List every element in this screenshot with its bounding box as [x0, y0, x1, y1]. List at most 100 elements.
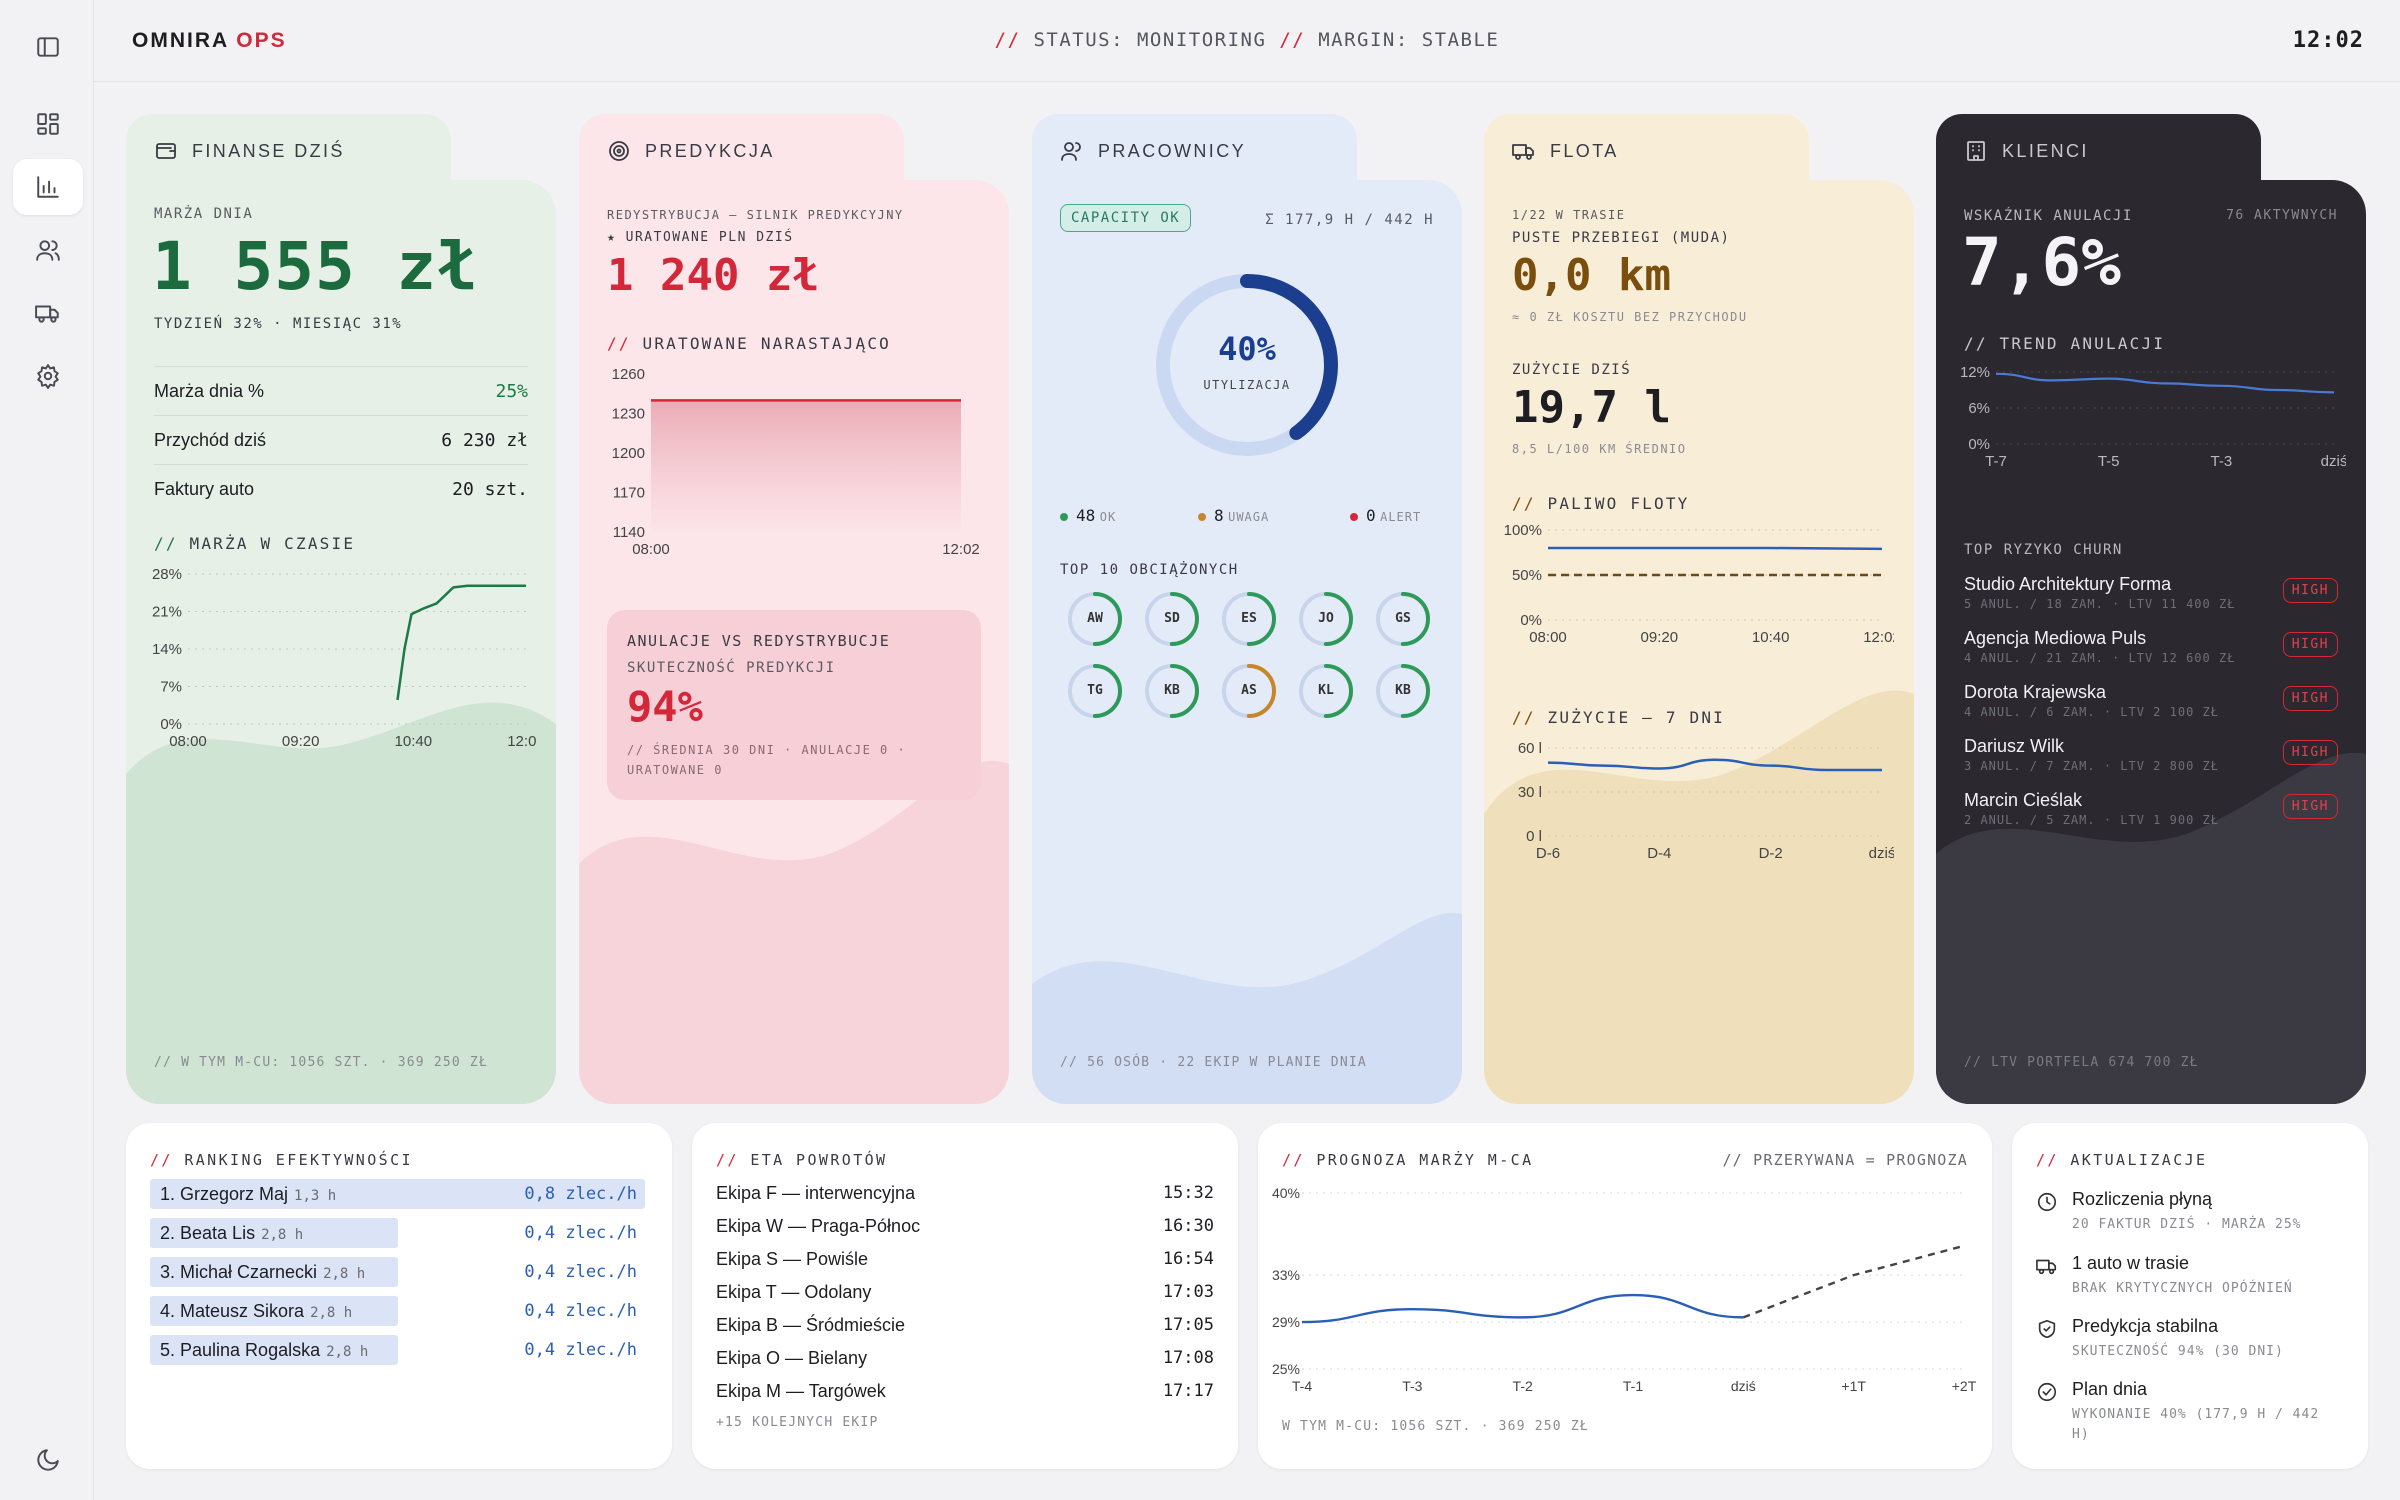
eta-row[interactable]: Ekipa S — Powiśle 16:54 — [716, 1249, 1214, 1279]
ranking-row[interactable]: 1. Grzegorz Maj 1,3 h 0,8 zlec./h — [150, 1179, 645, 1209]
worker-load-ring[interactable]: KB — [1374, 662, 1432, 720]
y-tick-label: 1200 — [612, 445, 645, 462]
shield-icon — [2038, 1319, 2056, 1339]
worker-load-ring[interactable]: GS — [1374, 590, 1432, 648]
usage-label: ZUŻYCIE DZIŚ — [1512, 362, 1632, 378]
tab-finanse[interactable]: FINANSE DZIŚ — [154, 139, 345, 163]
worker-load-arc — [1068, 592, 1122, 646]
card-predykcja: PREDYKCJA REDYSTRYBUCJA — SILNIK PREDYKC… — [579, 114, 1009, 1104]
risk-badge: HIGH — [2282, 686, 2338, 711]
eta-row[interactable]: Ekipa B — Śródmieście 17:05 — [716, 1315, 1214, 1345]
ranking-bar — [150, 1335, 398, 1365]
worker-initials: AS — [1241, 683, 1257, 698]
worker-load-ring[interactable]: KB — [1143, 662, 1201, 720]
box-label: SKUTECZNOŚĆ PREDYKCJI — [627, 660, 836, 676]
y-tick-label: 1140 — [613, 524, 645, 541]
y-tick-label: 0 l — [1526, 828, 1542, 845]
worker-initials: KB — [1164, 683, 1180, 698]
users-icon[interactable] — [13, 222, 83, 278]
worker-load-ring[interactable]: KL — [1297, 662, 1355, 720]
worker-load-ring[interactable]: AS — [1220, 662, 1278, 720]
x-tick-label: 08:00 — [169, 733, 207, 750]
churn-item[interactable]: Marcin Cieślak 2 ANUL. / 5 ZAM. · LTV 1 9… — [1964, 790, 2338, 844]
margin-chart: 28% 21% 14% 7% 0%08:00 09:20 10:40 12:02 — [152, 566, 536, 750]
ranking-hours: 2,8 h — [310, 1305, 353, 1321]
truck-icon[interactable] — [13, 285, 83, 341]
eta-row[interactable]: Ekipa F — interwencyjna 15:32 — [716, 1183, 1214, 1213]
check-circle-icon — [2037, 1382, 2057, 1402]
churn-item[interactable]: Dorota Krajewska 4 ANUL. / 6 ZAM. · LTV 2… — [1964, 682, 2338, 736]
worker-load-ring[interactable]: AW — [1066, 590, 1124, 648]
worker-initials: JO — [1318, 611, 1334, 626]
truck-icon — [1512, 144, 1534, 160]
tab-flota[interactable]: FLOTA — [1512, 139, 1619, 163]
eta-row[interactable]: Ekipa T — Odolany 17:03 — [716, 1282, 1214, 1312]
y-tick-label: 29% — [1272, 1314, 1300, 1330]
y-tick-label: 28% — [152, 566, 182, 583]
worker-initials: KL — [1318, 683, 1334, 698]
ranking-row[interactable]: 3. Michał Czarnecki 2,8 h 0,4 zlec./h — [150, 1257, 645, 1287]
status-margin: MARGIN: STABLE — [1318, 29, 1500, 51]
x-tick-label: T-2 — [1513, 1378, 1533, 1394]
bar-chart-icon[interactable] — [13, 159, 83, 215]
brand-logo: OMNIRA OPS — [132, 29, 287, 53]
donut-value: 40% — [1218, 330, 1276, 368]
wallet-icon — [156, 143, 176, 159]
card-title: // PROGNOZA MARŻY M-CA — [1282, 1151, 1534, 1169]
x-tick-label: D-2 — [1759, 845, 1783, 862]
kv-key: Marża dnia % — [154, 381, 265, 401]
decorative-wave — [1936, 752, 2366, 1104]
churn-item[interactable]: Dariusz Wilk 3 ANUL. / 7 ZAM. · LTV 2 800… — [1964, 736, 2338, 790]
card-footer: // W TYM M-CU: 1056 SZT. · 369 250 ZŁ — [154, 1055, 488, 1070]
top-title: TOP 10 OBCIĄŻONYCH — [1060, 562, 1239, 578]
hours-total: Σ 177,9 H / 442 H — [1265, 212, 1434, 228]
worker-load-arc — [1376, 592, 1430, 646]
churn-item[interactable]: Agencja Mediowa Puls 4 ANUL. / 21 ZAM. · … — [1964, 628, 2338, 682]
tab-klienci[interactable]: KLIENCI — [1964, 139, 2089, 163]
brand-accent: OPS — [236, 29, 287, 52]
eta-row[interactable]: Ekipa W — Praga-Północ 16:30 — [716, 1216, 1214, 1246]
empty-runs-label: PUSTE PRZEBIEGI (MUDA) — [1512, 230, 1731, 246]
x-tick-label: dziś — [2321, 453, 2346, 470]
worker-load-ring[interactable]: ES — [1220, 590, 1278, 648]
dashboard-icon[interactable] — [13, 96, 83, 152]
legend-count: 48 — [1076, 506, 1096, 525]
ranking-row[interactable]: 5. Paulina Rogalska 2,8 h 0,4 zlec./h — [150, 1335, 645, 1365]
worker-load-ring[interactable]: SD — [1143, 590, 1201, 648]
risk-badge: HIGH — [2282, 740, 2338, 765]
sidebar-toggle-icon[interactable] — [13, 19, 83, 75]
gear-icon[interactable] — [13, 348, 83, 404]
card-title: // ETA POWROTÓW — [716, 1151, 887, 1169]
worker-load-arc — [1222, 592, 1276, 646]
empty-runs-value: 0,0 km — [1512, 250, 1671, 301]
moon-icon[interactable] — [13, 1432, 83, 1488]
fuel-chart: 100% 50% 0%08:00 09:20 10:40 12:02 — [1504, 522, 1894, 646]
churn-item[interactable]: Studio Architektury Forma 5 ANUL. / 18 ZA… — [1964, 574, 2338, 628]
chart-title-prefix: // — [1512, 494, 1536, 513]
risk-badge: HIGH — [2282, 794, 2338, 819]
status-line: // STATUS: MONITORING // MARGIN: STABLE — [94, 29, 2400, 51]
worker-load-ring[interactable]: TG — [1066, 662, 1124, 720]
target-icon — [609, 141, 629, 161]
update-title: Rozliczenia płyną — [2072, 1189, 2213, 1209]
ranking-name-text: 2. Beata Lis — [160, 1223, 256, 1243]
ranking-row[interactable]: 2. Beata Lis 2,8 h 0,4 zlec./h — [150, 1218, 645, 1248]
ranking-name: 5. Paulina Rogalska 2,8 h — [160, 1340, 368, 1361]
ranking-name-text: 1. Grzegorz Maj — [160, 1184, 289, 1204]
ranking-row[interactable]: 4. Mateusz Sikora 2,8 h 0,4 zlec./h — [150, 1296, 645, 1326]
tab-pracownicy[interactable]: PRACOWNICY — [1060, 139, 1246, 163]
eta-time: 17:17 — [1162, 1381, 1214, 1401]
eta-row[interactable]: Ekipa O — Bielany 17:08 — [716, 1348, 1214, 1378]
chart-title-text: PALIWO FLOTY — [1547, 494, 1690, 513]
in-route: 1/22 W TRASIE — [1512, 208, 1626, 222]
legend-alert: 0 ALERT — [1350, 506, 1421, 526]
update-title: 1 auto w trasie — [2072, 1253, 2190, 1273]
kv-value: 6 230 zł — [441, 430, 528, 451]
eta-row[interactable]: Ekipa M — Targówek 17:17 — [716, 1381, 1214, 1411]
tab-klienci-label: KLIENCI — [2002, 140, 2089, 161]
worker-load-ring[interactable]: JO — [1297, 590, 1355, 648]
tab-predykcja[interactable]: PREDYKCJA — [607, 139, 775, 163]
eta-time: 17:03 — [1162, 1282, 1214, 1302]
legend-count: 8 — [1214, 506, 1224, 525]
decorative-wave — [1484, 690, 1914, 1104]
